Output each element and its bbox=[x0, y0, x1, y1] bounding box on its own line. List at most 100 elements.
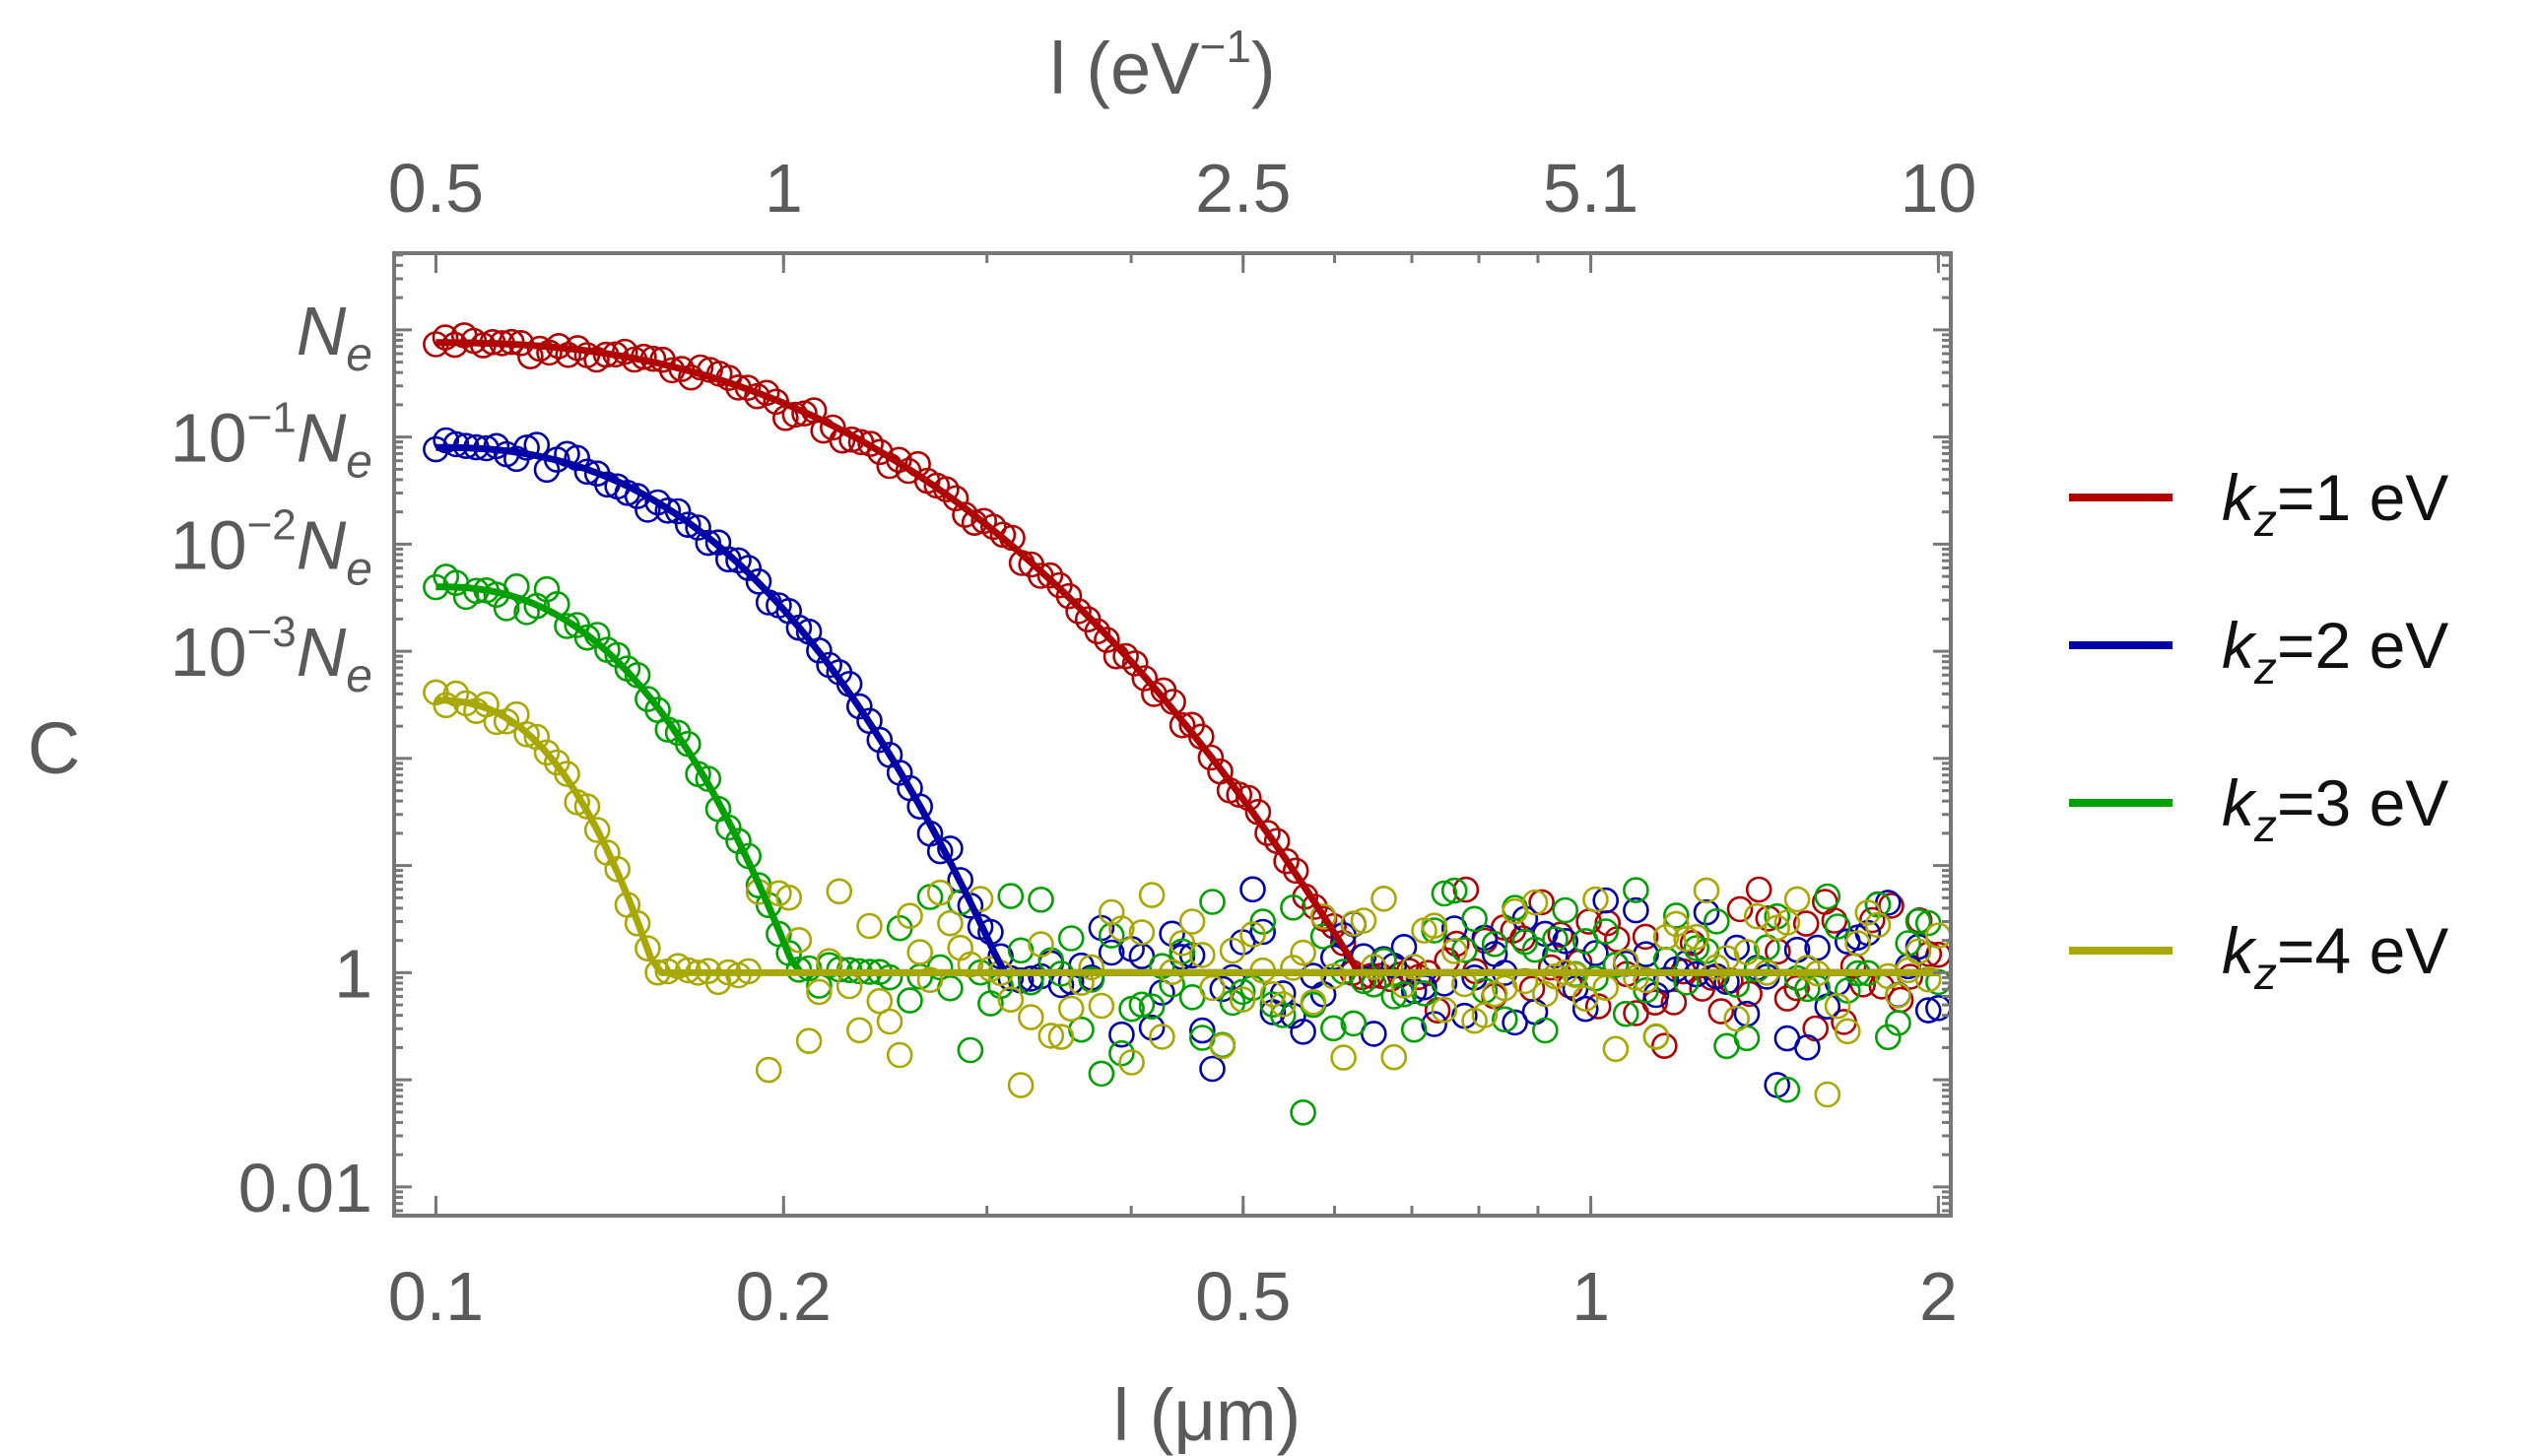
data-point bbox=[1178, 908, 1206, 935]
data-point bbox=[1679, 929, 1706, 957]
fit-curves bbox=[435, 339, 1939, 976]
data-point bbox=[1859, 906, 1886, 934]
data-point bbox=[1704, 954, 1730, 981]
data-point bbox=[1704, 907, 1730, 935]
data-point bbox=[1108, 1021, 1135, 1048]
data-point bbox=[1651, 1032, 1678, 1059]
data-point bbox=[1036, 562, 1064, 589]
data-point bbox=[1582, 886, 1609, 913]
data-point bbox=[979, 513, 1007, 541]
data-point bbox=[1623, 896, 1649, 924]
data-point bbox=[1084, 618, 1111, 645]
data-point bbox=[1309, 903, 1337, 930]
data-point bbox=[1219, 963, 1246, 991]
data-point bbox=[1169, 930, 1196, 957]
data-point bbox=[674, 511, 702, 539]
data-point bbox=[1424, 997, 1451, 1024]
legend: kz=1 eV kz=2 eV kz=3 eV kz=4 eV bbox=[2069, 461, 2448, 999]
data-point bbox=[432, 324, 459, 351]
data-point bbox=[1028, 886, 1054, 913]
x2-tick-label: 2.5 bbox=[1195, 150, 1291, 227]
data-point bbox=[1914, 965, 1942, 993]
data-point bbox=[1683, 923, 1710, 951]
data-point bbox=[1592, 887, 1619, 914]
data-point bbox=[1623, 964, 1649, 991]
data-point bbox=[1290, 939, 1316, 966]
data-point bbox=[1229, 986, 1256, 1014]
data-point bbox=[1835, 1018, 1861, 1045]
x2-tick-label: 10 bbox=[1900, 150, 1976, 227]
data-point bbox=[1340, 910, 1368, 937]
data-point bbox=[957, 1036, 984, 1064]
fit-curve bbox=[435, 339, 1939, 976]
data-point bbox=[1028, 931, 1054, 958]
data-point bbox=[857, 430, 884, 457]
data-point bbox=[1683, 935, 1710, 961]
data-point bbox=[866, 726, 894, 754]
data-point bbox=[1057, 995, 1085, 1023]
data-point bbox=[1844, 930, 1871, 957]
data-point bbox=[1663, 902, 1690, 929]
data-point bbox=[1431, 996, 1458, 1024]
data-point bbox=[635, 935, 661, 962]
data-point bbox=[1571, 985, 1599, 1013]
data-point bbox=[604, 641, 632, 669]
data-point bbox=[866, 987, 894, 1015]
data-point bbox=[1290, 1099, 1316, 1126]
data-point bbox=[906, 939, 934, 965]
data-point bbox=[1745, 876, 1772, 903]
data-point bbox=[1693, 898, 1720, 926]
legend-label: kz=1 eV bbox=[2222, 461, 2448, 546]
data-point bbox=[1542, 926, 1569, 953]
data-point bbox=[1660, 989, 1688, 1016]
data-point bbox=[1273, 847, 1300, 875]
data-point bbox=[1584, 993, 1612, 1020]
data-point bbox=[1361, 954, 1387, 980]
data-point bbox=[755, 1056, 782, 1084]
data-point bbox=[1552, 927, 1578, 955]
data-point bbox=[1602, 952, 1630, 978]
data-point bbox=[1421, 1011, 1447, 1037]
data-point bbox=[1521, 998, 1549, 1026]
data-point bbox=[1380, 1043, 1408, 1071]
fit-curve bbox=[435, 583, 1939, 976]
data-point bbox=[1118, 1049, 1145, 1076]
data-point bbox=[554, 761, 580, 787]
data-point bbox=[845, 693, 873, 720]
data-point bbox=[845, 1017, 873, 1044]
data-point bbox=[1169, 938, 1196, 965]
data-point bbox=[947, 867, 974, 893]
x2-tick-label: 0.5 bbox=[388, 150, 484, 227]
data-point bbox=[1189, 942, 1216, 968]
data-point bbox=[1088, 1060, 1115, 1088]
data-point bbox=[1824, 992, 1851, 1020]
x2-tick-label: 1 bbox=[765, 150, 803, 227]
data-point bbox=[513, 720, 540, 748]
data-point bbox=[1254, 820, 1281, 846]
data-point bbox=[1018, 1004, 1044, 1030]
data-point bbox=[1055, 582, 1083, 610]
data-point bbox=[1280, 893, 1306, 921]
data-point bbox=[1131, 665, 1159, 692]
data-point bbox=[937, 909, 964, 937]
data-point bbox=[897, 902, 923, 930]
data-point bbox=[1481, 930, 1508, 958]
data-point bbox=[1098, 939, 1125, 966]
data-point bbox=[1121, 650, 1149, 677]
x-axis-title: l (μm) bbox=[1113, 1374, 1302, 1456]
y-tick-label-ne: 10−3Ne bbox=[170, 608, 372, 702]
data-point bbox=[564, 444, 591, 472]
data-point bbox=[1138, 1014, 1166, 1041]
data-point bbox=[1149, 1024, 1175, 1050]
x2-tick-label: 5.1 bbox=[1543, 150, 1638, 227]
legend-label: kz=3 eV bbox=[2222, 766, 2448, 851]
data-point bbox=[806, 636, 833, 664]
data-point bbox=[1007, 1072, 1035, 1098]
plot-frame bbox=[392, 251, 1953, 1218]
data-point bbox=[1726, 895, 1754, 923]
data-point bbox=[856, 912, 883, 940]
data-point bbox=[1502, 1009, 1528, 1036]
data-point bbox=[1652, 923, 1680, 951]
data-point bbox=[1400, 1016, 1428, 1043]
data-point bbox=[897, 987, 923, 1014]
